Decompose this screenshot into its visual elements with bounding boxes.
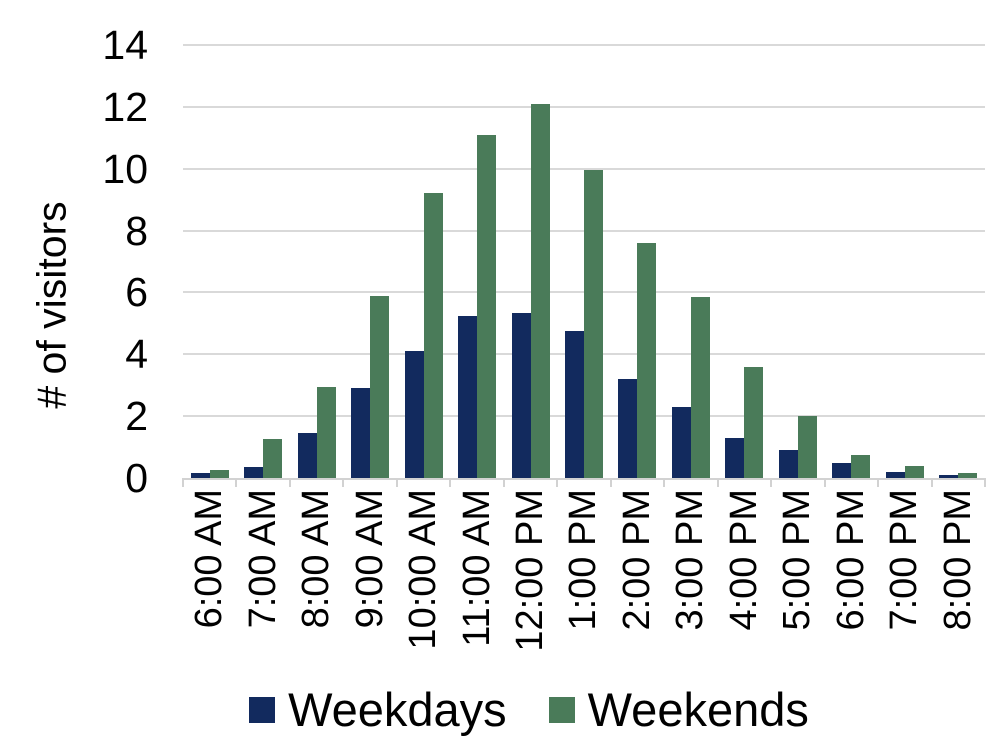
x-axis-tick [770,478,773,487]
bar-weekends-8-00-pm [958,473,978,478]
x-axis-tick [502,478,505,487]
x-axis-label: 8:00 AM [295,489,338,629]
x-axis-tick [556,478,559,487]
x-axis-tick [609,478,612,487]
x-axis-line [183,478,985,480]
bar-weekdays-1-00-pm [565,331,584,478]
bar-weekdays-5-00-pm [778,450,798,478]
bar-weekdays-7-00-pm [885,471,905,478]
bar-weekdays-7-00-am [244,467,264,478]
y-tick-label-14: 14 [102,22,148,68]
x-axis-label: 1:00 PM [562,489,605,631]
bar-weekends-11-00-am [477,134,497,478]
x-axis-tick [288,478,291,487]
x-label-cell-4-00-pm: 4:00 PM [718,489,771,631]
x-axis-tick [235,478,238,487]
bar-weekends-10-00-am [423,193,443,478]
bar-weekdays-10-00-am [404,351,424,478]
gridline-y-10 [183,167,985,170]
bar-weekends-4-00-pm [744,366,764,478]
legend-label-weekends: Weekends [587,683,809,736]
x-axis-tick [930,478,933,487]
x-axis-label: 2:00 PM [615,489,658,631]
x-axis-tick [716,478,719,487]
y-tick-label-10: 10 [102,145,148,192]
y-tick-label-0: 0 [125,455,148,501]
x-axis-label: 6:00 AM [188,489,231,629]
bar-weekends-6-00-pm [851,454,871,478]
x-axis-tick [663,478,666,487]
x-axis-tick [877,478,880,487]
legend-swatch-weekdays-icon [249,697,276,723]
bar-weekends-2-00-pm [637,242,657,478]
legend-item-weekends: Weekends [548,683,809,736]
x-label-cell-8-00-am: 8:00 AM [290,489,343,628]
x-axis-tick [449,478,452,487]
x-axis-tick [823,478,826,487]
bar-weekends-1-00-pm [584,170,603,478]
y-tick-label-8: 8 [125,207,148,254]
bar-weekends-3-00-pm [690,297,710,478]
x-axis-tick [342,478,345,487]
y-tick-label-2: 2 [125,393,148,440]
bar-weekends-6-00-am [209,470,229,478]
bar-weekends-5-00-pm [797,416,817,478]
x-label-cell-11-00-am: 11:00 AM [450,489,503,647]
bar-weekdays-8-00-am [297,433,317,478]
x-axis-label: 11:00 AM [455,489,498,647]
y-tick-label-4: 4 [125,331,148,378]
bar-weekdays-8-00-pm [939,474,959,478]
bar-weekdays-9-00-am [351,388,371,478]
legend-label-weekdays: Weekdays [288,683,507,736]
x-label-cell-6-00-am: 6:00 AM [183,489,236,628]
x-axis-label: 9:00 AM [348,489,391,629]
bar-weekdays-2-00-pm [618,379,638,478]
x-label-cell-2-00-pm: 2:00 PM [611,489,664,631]
x-axis-tick [395,478,398,487]
plot-area [182,44,986,487]
bar-weekdays-11-00-am [458,315,478,478]
bar-weekdays-6-00-am [190,473,210,478]
x-label-cell-3-00-pm: 3:00 PM [664,489,717,631]
x-axis-label: 5:00 PM [776,489,819,631]
x-label-cell-9-00-am: 9:00 AM [343,489,396,628]
x-axis-label: 7:00 PM [883,489,926,631]
x-label-cell-10-00-am: 10:00 AM [397,489,450,650]
x-label-cell-7-00-pm: 7:00 PM [878,489,931,631]
x-axis-label: 4:00 PM [722,489,765,631]
bar-weekends-8-00-am [316,386,336,478]
legend-swatch-weekends-icon [548,697,575,723]
x-axis-tick [182,478,184,487]
bar-weekends-7-00-pm [904,465,924,478]
x-label-cell-12-00-pm: 12:00 PM [504,489,557,652]
x-axis-label: 8:00 PM [936,489,979,631]
bar-weekends-7-00-am [263,439,283,478]
x-axis-label: 12:00 PM [509,489,552,652]
x-axis-tick [984,478,986,487]
bar-weekdays-3-00-pm [671,406,691,478]
legend: Weekdays Weekends [29,684,1000,736]
y-tick-label-6: 6 [125,269,148,316]
bar-weekdays-6-00-pm [832,462,852,478]
bar-weekends-12-00-pm [530,103,550,478]
bar-weekends-9-00-am [370,295,390,478]
x-label-cell-1-00-pm: 1:00 PM [557,489,610,631]
gridline-y-12 [183,105,985,108]
gridline-y-14 [183,44,985,46]
x-label-cell-8-00-pm: 8:00 PM [932,489,985,631]
legend-item-weekdays: Weekdays [249,684,507,736]
x-label-cell-5-00-pm: 5:00 PM [771,489,824,631]
x-axis-label: 3:00 PM [669,489,712,631]
bar-weekdays-12-00-pm [511,312,531,478]
bar-weekdays-4-00-pm [725,437,745,478]
x-axis-label: 10:00 AM [402,489,445,650]
x-axis-label: 6:00 PM [829,489,872,631]
y-tick-label-12: 12 [102,83,148,130]
x-label-cell-6-00-pm: 6:00 PM [825,489,878,631]
x-label-cell-7-00-am: 7:00 AM [236,489,289,628]
x-axis-label: 7:00 AM [241,489,284,629]
